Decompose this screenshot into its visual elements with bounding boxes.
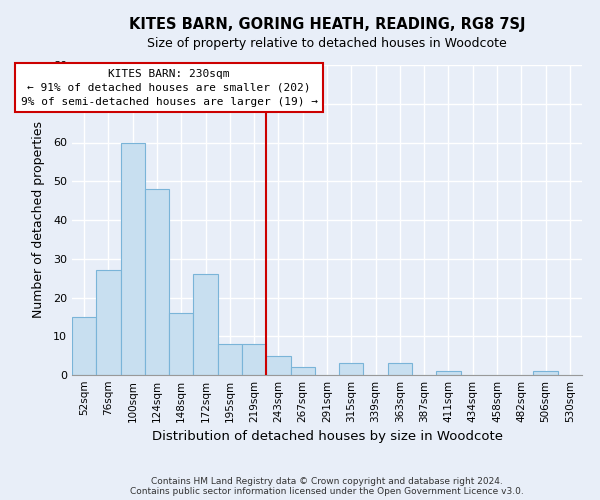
Text: KITES BARN: 230sqm
← 91% of detached houses are smaller (202)
9% of semi-detache: KITES BARN: 230sqm ← 91% of detached hou… [20,69,317,107]
Bar [436,371,461,375]
Bar [388,364,412,375]
Y-axis label: Number of detached properties: Number of detached properties [32,122,44,318]
Text: KITES BARN, GORING HEATH, READING, RG8 7SJ: KITES BARN, GORING HEATH, READING, RG8 7… [129,18,525,32]
Bar [169,313,193,375]
Bar [339,364,364,375]
Bar [218,344,242,375]
Bar [121,142,145,375]
Text: Contains HM Land Registry data © Crown copyright and database right 2024.: Contains HM Land Registry data © Crown c… [151,478,503,486]
Text: Contains public sector information licensed under the Open Government Licence v3: Contains public sector information licen… [130,488,524,496]
Bar [145,189,169,375]
Bar [72,317,96,375]
Bar [96,270,121,375]
Text: Size of property relative to detached houses in Woodcote: Size of property relative to detached ho… [147,36,507,50]
Bar [242,344,266,375]
X-axis label: Distribution of detached houses by size in Woodcote: Distribution of detached houses by size … [151,430,503,444]
Bar [193,274,218,375]
Bar [533,371,558,375]
Bar [290,367,315,375]
Bar [266,356,290,375]
